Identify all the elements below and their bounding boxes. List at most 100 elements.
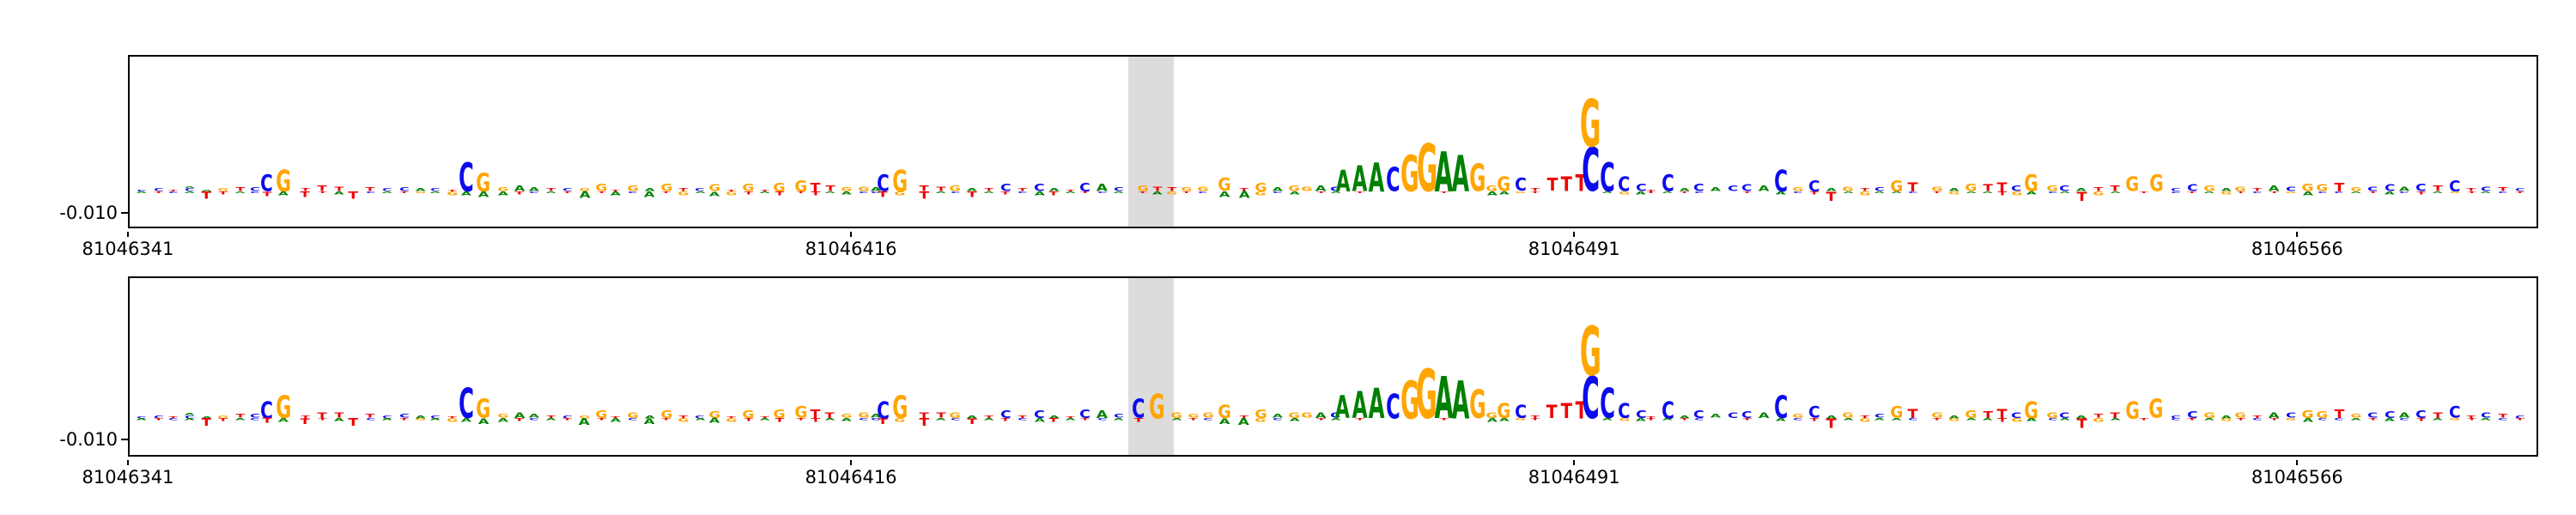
svg-text:C: C	[250, 186, 260, 192]
logo-letter-A: A	[2076, 415, 2087, 420]
logo-letter-A: A	[185, 418, 195, 421]
svg-text:A: A	[1843, 418, 1853, 421]
svg-text:T: T	[1133, 417, 1144, 423]
logo-letter-T: T	[1439, 191, 1449, 193]
svg-text:C: C	[2515, 187, 2524, 191]
logo-letter-G: G	[1498, 173, 1511, 197]
svg-text:C: C	[1203, 418, 1212, 421]
svg-text:T: T	[399, 418, 409, 421]
svg-text:T: T	[168, 189, 178, 191]
svg-text:G: G	[1218, 401, 1232, 422]
svg-text:A: A	[1114, 418, 1124, 421]
svg-text:A: A	[644, 187, 654, 191]
svg-text:G: G	[2024, 171, 2038, 197]
logo-letter-T: T	[2467, 418, 2476, 421]
logo-letter-T: T	[1646, 415, 1656, 419]
svg-text:A: A	[185, 418, 195, 421]
logo-letter-G: G	[595, 182, 607, 194]
logo-letter-A: A	[416, 415, 426, 420]
logo-letter-A: A	[1290, 191, 1300, 195]
x-axis-ticks-top: 81046341 81046416 81046491 81046566	[82, 232, 2538, 259]
svg-text:C: C	[260, 397, 273, 424]
svg-text:A: A	[1315, 412, 1327, 421]
svg-text:A: A	[416, 187, 426, 191]
logo-letter-G: G	[2203, 412, 2215, 421]
svg-text:T: T	[2334, 181, 2344, 194]
logo-letter-A: A	[1874, 191, 1886, 193]
logo-letter-G: G	[660, 182, 672, 194]
logo-letter-T: T	[811, 407, 821, 421]
svg-text:T: T	[2269, 191, 2279, 193]
svg-text:C: C	[1000, 409, 1012, 421]
logo-letter-T: T	[2467, 415, 2476, 420]
svg-text:A: A	[695, 418, 705, 421]
logo-letter-T: T	[2236, 191, 2245, 193]
svg-text:G: G	[1255, 191, 1267, 197]
logo-letter-A: A	[644, 187, 654, 191]
logo-letter-T: T	[1646, 189, 1656, 191]
svg-text:A: A	[967, 415, 977, 420]
svg-text:C: C	[430, 415, 440, 420]
logo-letter-T: T	[1355, 418, 1364, 421]
svg-text:T: T	[2368, 418, 2378, 421]
logo-letter-C: C	[2498, 191, 2507, 193]
svg-text:C: C	[2385, 184, 2395, 194]
logo-letter-A: A	[1843, 191, 1854, 193]
svg-text:C: C	[1386, 386, 1400, 427]
svg-text:A: A	[1498, 191, 1509, 195]
svg-text:A: A	[2111, 418, 2121, 421]
logo-letter-T: T	[1742, 191, 1752, 193]
logo-letter-G: G	[1486, 412, 1498, 421]
logo-letter-T: T	[1316, 191, 1326, 193]
logo-letter-G: G	[708, 184, 720, 194]
logo-letter-T: T	[1066, 189, 1076, 191]
logo-letter-T: T	[1561, 400, 1572, 424]
logo-letter-G: G	[1619, 417, 1630, 422]
logo-letter-A: A	[871, 186, 882, 192]
svg-text:T: T	[262, 416, 272, 424]
logo-letter-A: A	[137, 191, 148, 193]
x-tick-label: 81046566	[2251, 239, 2343, 259]
logo-letter-C: C	[696, 187, 705, 191]
logo-letter-A: A	[1315, 412, 1327, 421]
svg-text:C: C	[628, 418, 637, 421]
logo-letter-T: T	[919, 190, 929, 202]
svg-text:C: C	[2286, 412, 2296, 420]
svg-text:C: C	[1273, 191, 1282, 193]
svg-text:A: A	[185, 413, 195, 416]
logo-letter-C: C	[1515, 401, 1527, 422]
logo-letter-A: A	[2221, 187, 2231, 191]
logo-letter-G: G	[1948, 191, 1959, 195]
svg-text:A: A	[1776, 191, 1786, 195]
logo-letter-T: T	[546, 415, 556, 420]
logo-letter-C: C	[1728, 412, 1738, 421]
logo-letter-A: A	[1602, 191, 1613, 193]
x-tick-mark	[850, 232, 853, 237]
svg-text:C: C	[2171, 418, 2180, 421]
svg-text:C: C	[1694, 191, 1704, 193]
logo-letter-C: C	[382, 187, 392, 191]
svg-text:T: T	[1810, 191, 1820, 195]
logo-letter-G: G	[1289, 185, 1301, 193]
svg-text:T: T	[2188, 191, 2197, 193]
logo-letter-A: A	[1874, 418, 1885, 421]
x-tick-label: 81046416	[805, 467, 897, 488]
svg-text:C: C	[951, 191, 960, 193]
svg-text:G: G	[1580, 87, 1601, 162]
logo-letter-T: T	[202, 190, 212, 202]
svg-text:T: T	[1189, 418, 1199, 421]
svg-text:C: C	[1636, 182, 1647, 194]
logo-letter-C: C	[877, 171, 890, 197]
logo-letter-T: T	[597, 191, 606, 193]
svg-text:T: T	[825, 185, 835, 193]
svg-text:G: G	[1469, 381, 1486, 427]
svg-text:A: A	[1636, 417, 1646, 422]
logo-letter-C: C	[1330, 412, 1340, 420]
logo-letter-T: T	[1680, 418, 1689, 421]
logo-letter-T: T	[447, 415, 457, 419]
logo-letter-A: A	[2269, 185, 2281, 193]
logo-letter-T: T	[1997, 179, 2008, 194]
svg-text:T: T	[1316, 418, 1326, 421]
svg-text:C: C	[2449, 404, 2460, 422]
logo-letter-A: A	[579, 190, 590, 200]
